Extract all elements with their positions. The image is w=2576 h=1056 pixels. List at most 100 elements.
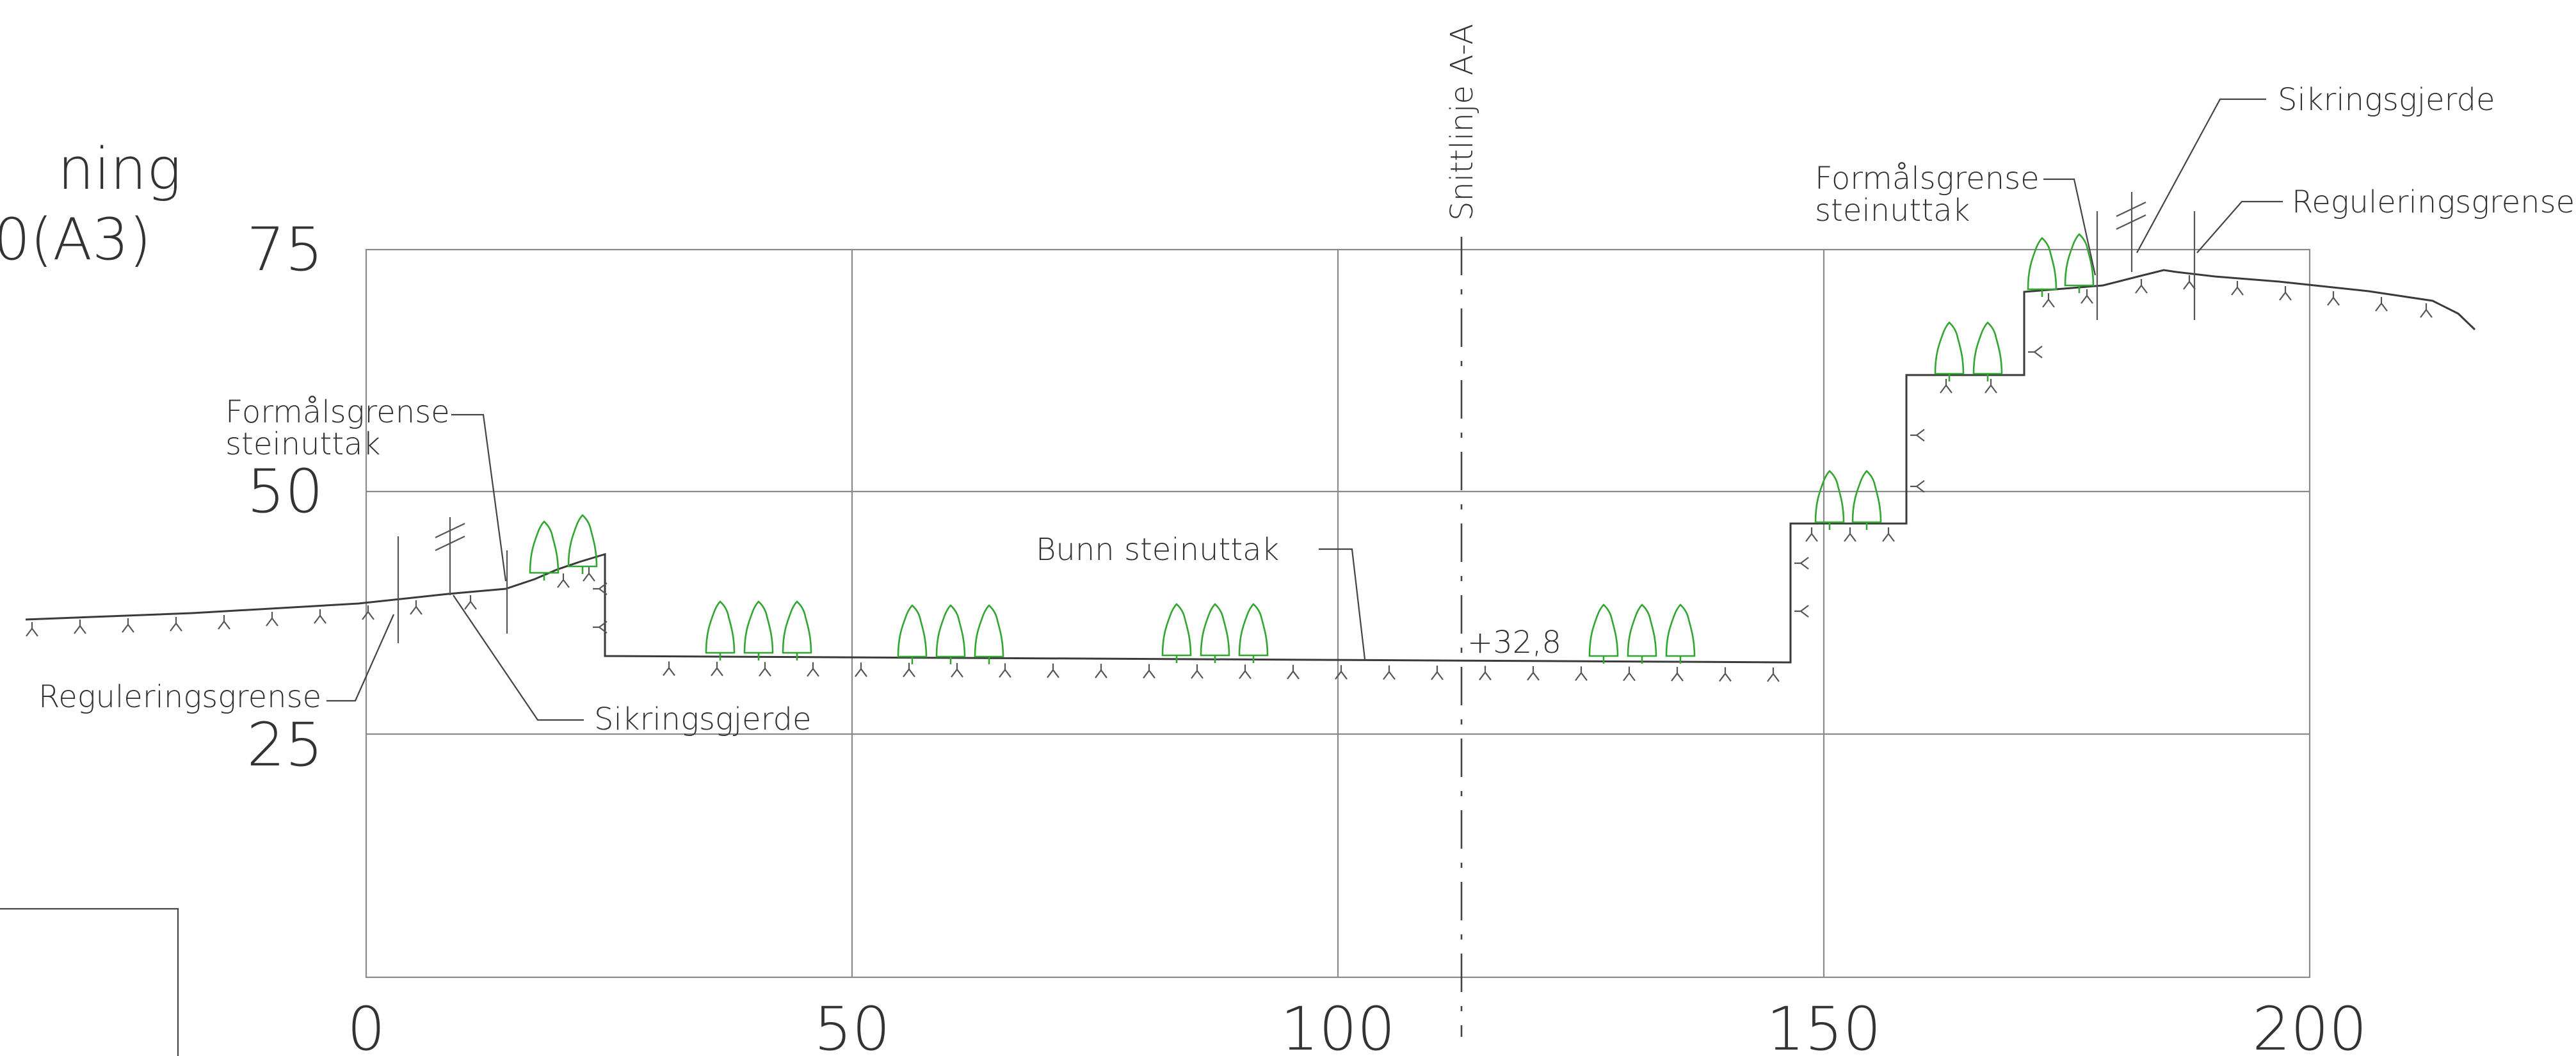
terrain-hatch-icon (759, 662, 771, 677)
terrain-hatch-icon (2375, 297, 2388, 312)
terrain-hatch-icon (1844, 527, 1856, 542)
terrain-hatch-icon (1794, 605, 1809, 618)
y-tick-75: 75 (246, 215, 323, 285)
terrain-hatch-icon (711, 661, 723, 676)
x-tick-200: 200 (2252, 995, 2367, 1056)
terrain-hatch-icon (26, 622, 38, 637)
terrain-hatch-icon (903, 662, 915, 678)
terrain-hatch-icon (1383, 665, 1396, 680)
tree-symbol-icon (1588, 604, 1619, 664)
title-fragment-line1: ning (58, 136, 181, 203)
elevation-label: +32,8 (1467, 625, 1561, 660)
left-reguleringsgrense: Reguleringsgrense (38, 536, 399, 715)
right-formalsgrense-line2: steinuttak (1815, 193, 1970, 228)
tree-symbol-icon (1972, 321, 2003, 381)
left-sikringsgjerde-label: Sikringsgjerde (594, 701, 811, 737)
tree-symbol-icon (743, 600, 774, 660)
terrain-hatch-icon (1910, 480, 1925, 493)
x-tick-0: 0 (347, 995, 385, 1056)
terrain-hatch-icon (593, 621, 608, 634)
tree-symbol-icon (1665, 604, 1696, 664)
terrain-hatch-icon (1910, 429, 1925, 442)
terrain-hatch-icon (2081, 289, 2093, 304)
fence-symbol-icon (435, 517, 465, 595)
terrain-hatch-icon (2183, 275, 2196, 290)
left-sikringsgjerde: Sikringsgjerde (435, 517, 811, 737)
x-tick-100: 100 (1280, 995, 1395, 1056)
tree-symbol-icon (1238, 603, 1269, 663)
terrain-hatch-icon (1623, 666, 1636, 682)
terrain-hatch-icon (1431, 666, 1444, 680)
tree-symbol-icon (935, 604, 966, 664)
bunn-steinuttak: Bunn steinuttak (1036, 532, 1366, 660)
terrain-hatch-icon (464, 595, 477, 610)
terrain-hatch-icon (2231, 281, 2244, 296)
tree-symbol-icon (529, 520, 559, 580)
terrain-hatch-icon (663, 661, 675, 676)
tree-symbol-icon (782, 600, 812, 660)
right-sikringsgjerde: Sikringsgjerde (2116, 82, 2495, 272)
terrain-hatch-icon (999, 663, 1011, 678)
left-formalsgrense-line1: Formålsgrense (225, 394, 450, 430)
terrain-hatch-icon (410, 600, 423, 615)
tree-symbol-icon (1161, 603, 1192, 663)
terrain-hatch-icon (557, 573, 570, 588)
tree-symbol-icon (1200, 603, 1230, 663)
terrain-hatch-icon (1239, 664, 1252, 680)
right-formalsgrense: Formålsgrense steinuttak (1815, 161, 2098, 320)
y-tick-50: 50 (246, 457, 323, 527)
terrain-hatch-icon (1575, 666, 1588, 681)
right-reguleringsgrense-label: Reguleringsgrense (2292, 184, 2575, 220)
terrain-hatch-icon (1767, 667, 1780, 682)
terrain-hatch-icon (266, 612, 278, 627)
grid (365, 248, 2311, 979)
terrain-hatch-icon (855, 662, 867, 677)
tree-symbol-icon (2027, 237, 2057, 297)
x-tick-150: 150 (1766, 995, 1881, 1056)
tree-symbol-icon (2064, 233, 2095, 293)
tree-symbol-icon (1627, 604, 1657, 664)
tree-symbol-icon (1934, 321, 1965, 381)
terrain-hatch-icon (807, 662, 819, 677)
terrain-hatch-icon (1479, 666, 1492, 681)
tree-symbol-icon (705, 600, 736, 660)
terrain-hatch-icon (362, 605, 374, 620)
terrain-hatch-icon (1143, 664, 1155, 679)
terrain-hatch-icon (1191, 664, 1203, 679)
tree-symbol-icon (529, 233, 2095, 664)
terrain-hatch-icon (1940, 379, 1952, 394)
terrain-hatch-icon (2327, 291, 2340, 306)
terrain-hatch-icon (1671, 667, 1684, 682)
tree-symbol-icon (974, 604, 1004, 664)
terrain-hatch-icon (26, 275, 2433, 682)
left-formalsgrense: Formålsgrense steinuttak (225, 394, 508, 634)
y-tick-25: 25 (246, 710, 323, 780)
terrain-hatch-icon (1287, 664, 1300, 680)
terrain-hatch-icon (122, 618, 134, 633)
left-reguleringsgrense-label: Reguleringsgrense (38, 679, 321, 715)
terrain-hatch-icon (74, 620, 86, 634)
right-reguleringsgrense: Reguleringsgrense (2193, 184, 2575, 320)
terrain-hatch-icon (1805, 527, 1818, 542)
terrain-hatch-icon (1984, 379, 1997, 394)
terrain-hatch-icon (1335, 665, 1348, 680)
terrain-hatch-icon (218, 615, 230, 630)
tree-symbol-icon (567, 514, 598, 574)
right-sikringsgjerde-label: Sikringsgjerde (2278, 82, 2495, 118)
terrain-hatch-icon (1719, 667, 1732, 682)
terrain-hatch-icon (1527, 666, 1540, 681)
terrain-hatch-icon (314, 609, 326, 624)
fence-symbol-icon (2116, 192, 2146, 272)
terrain-hatch-icon (2042, 293, 2055, 308)
terrain-hatch-icon (2279, 286, 2292, 301)
terrain-hatch-icon (951, 662, 963, 678)
frame-corner (0, 908, 179, 1056)
terrain-hatch-icon (170, 617, 182, 632)
terrain-hatch-icon (1095, 664, 1107, 678)
terrain-hatch-icon (1794, 557, 1809, 570)
tree-symbol-icon (1814, 470, 1845, 530)
tree-symbol-icon (1851, 470, 1882, 530)
terrain-hatch-icon (2028, 346, 2043, 358)
left-formalsgrense-line2: steinuttak (225, 426, 380, 462)
